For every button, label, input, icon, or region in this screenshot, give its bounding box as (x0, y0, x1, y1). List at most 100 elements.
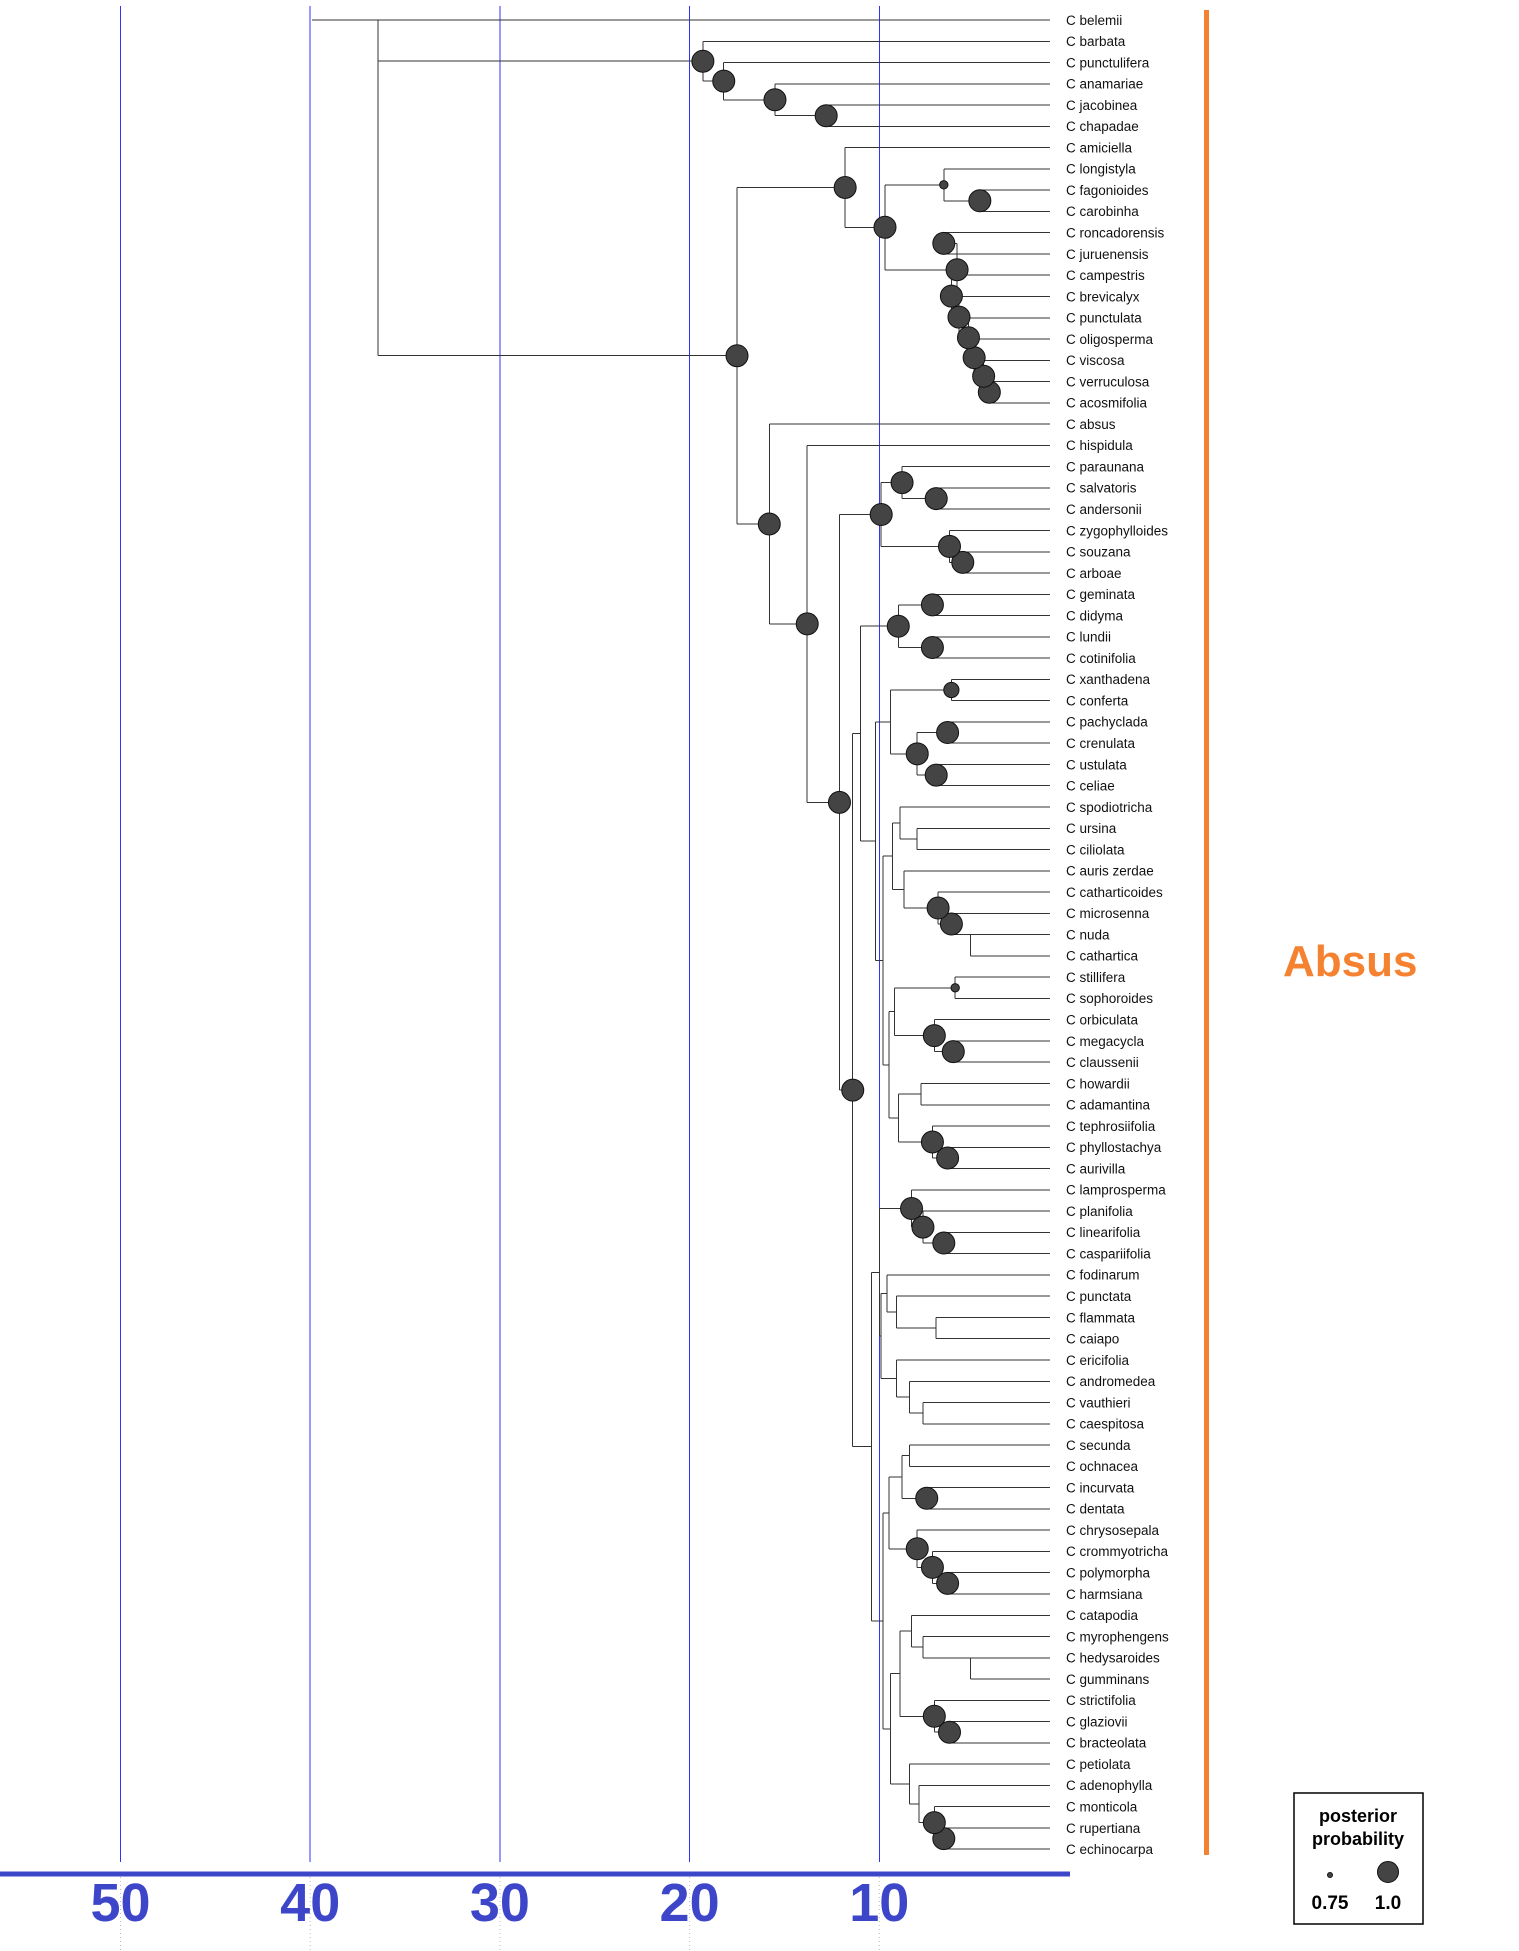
taxon-label: C caspariifolia (1066, 1246, 1151, 1261)
axis-tick-label-20: 20 (660, 1873, 720, 1933)
posterior-node-icon (905, 1537, 929, 1561)
tree-branches (312, 19, 1050, 1850)
posterior-node-icon (945, 258, 969, 282)
taxon-label: C bracteolata (1066, 1736, 1147, 1751)
taxon-label: C ursina (1066, 821, 1117, 836)
legend-small-node-icon (1327, 1872, 1333, 1878)
posterior-node-icon (920, 635, 944, 659)
posterior-node-icon (943, 681, 960, 699)
taxon-label: C hispidula (1066, 438, 1133, 453)
taxon-label: C zygophylloides (1066, 523, 1168, 538)
taxon-label: C campestris (1066, 268, 1145, 283)
taxon-label: C stillifera (1066, 970, 1126, 985)
taxon-label: C nuda (1066, 927, 1110, 942)
taxon-label: C longistyla (1066, 162, 1136, 177)
axis-tick-label-40: 40 (280, 1873, 340, 1933)
posterior-node-icon (932, 231, 956, 255)
taxon-label: C punctulata (1066, 311, 1142, 326)
clade-label: Absus (1283, 937, 1417, 986)
taxon-label: C linearifolia (1066, 1225, 1141, 1240)
taxon-label: C andersonii (1066, 502, 1142, 517)
posterior-node-icon (937, 534, 961, 558)
taxon-label: C adenophylla (1066, 1778, 1153, 1793)
taxon-label: C carobinha (1066, 204, 1139, 219)
posterior-node-icon (920, 593, 944, 617)
legend-title-line2: probability (1312, 1829, 1404, 1849)
posterior-node-icon (814, 104, 838, 128)
posterior-node-icon (922, 1024, 946, 1048)
posterior-node-icon (924, 763, 948, 787)
taxon-label: C microsenna (1066, 906, 1150, 921)
taxon-label: C celiae (1066, 779, 1115, 794)
taxon-label: C spodiotricha (1066, 800, 1153, 815)
taxon-label: C jacobinea (1066, 98, 1138, 113)
taxon-label: C geminata (1066, 587, 1136, 602)
posterior-node-icon (941, 1040, 965, 1064)
taxon-label: C absus (1066, 417, 1116, 432)
taxon-label: C crommyotricha (1066, 1544, 1169, 1559)
posterior-node-icon (911, 1215, 935, 1239)
posterior-node-icon (920, 1130, 944, 1154)
posterior-node-icon (886, 614, 910, 638)
taxon-label: C phyllostachya (1066, 1140, 1162, 1155)
taxon-label: C catharticoides (1066, 885, 1163, 900)
taxon-label: C acosmifolia (1066, 396, 1148, 411)
posterior-node-icon (924, 487, 948, 511)
posterior-node-icon (873, 215, 897, 239)
taxon-label: C punctata (1066, 1289, 1132, 1304)
taxon-label: C ciliolata (1066, 842, 1125, 857)
posterior-node-icon (915, 1486, 939, 1510)
posterior-node-icon (932, 1231, 956, 1255)
time-axis: 50 40 30 20 10 (90, 1873, 909, 1951)
posterior-node-icon (922, 1811, 946, 1835)
taxon-label: C roncadorensis (1066, 226, 1165, 241)
posterior-node-icon (712, 69, 736, 93)
tip-labels: C belemii C barbata C punctulifera C anamar… (1066, 13, 1169, 1857)
axis-tick-label-30: 30 (470, 1873, 530, 1933)
taxon-label: C ochnacea (1066, 1459, 1139, 1474)
taxon-label: C didyma (1066, 608, 1124, 623)
taxon-label: C petiolata (1066, 1757, 1131, 1772)
taxon-label: C punctulifera (1066, 55, 1150, 70)
taxon-label: C viscosa (1066, 353, 1125, 368)
taxon-label: C crenulata (1066, 736, 1136, 751)
taxon-label: C cotinifolia (1066, 651, 1136, 666)
posterior-nodes (691, 49, 1001, 1851)
taxon-label: C glaziovii (1066, 1714, 1128, 1729)
taxon-label: C polymorpha (1066, 1566, 1151, 1581)
taxon-label: C arboae (1066, 566, 1122, 581)
legend-large-node-icon (1377, 1861, 1399, 1883)
posterior-node-icon (939, 284, 963, 308)
posterior-node-icon (763, 88, 787, 112)
axis-tick-label-50: 50 (90, 1873, 150, 1933)
taxon-label: C planifolia (1066, 1204, 1133, 1219)
taxon-label: C ustulata (1066, 757, 1127, 772)
taxon-label: C amiciella (1066, 140, 1133, 155)
taxon-label: C paraunana (1066, 459, 1145, 474)
posterior-node-icon (795, 612, 819, 636)
taxon-label: C flammata (1066, 1310, 1136, 1325)
legend-max-label: 1.0 (1375, 1893, 1401, 1914)
taxon-label: C dentata (1066, 1502, 1125, 1517)
taxon-label: C strictifolia (1066, 1693, 1136, 1708)
taxon-label: C hedysaroides (1066, 1651, 1160, 1666)
taxon-label: C echinocarpa (1066, 1842, 1154, 1857)
taxon-label: C andromedea (1066, 1374, 1156, 1389)
posterior-node-icon (757, 512, 781, 536)
taxon-label: C juruenensis (1066, 247, 1149, 262)
taxon-label: C conferta (1066, 693, 1129, 708)
taxon-label: C tephrosiifolia (1066, 1119, 1156, 1134)
posterior-node-icon (926, 896, 950, 920)
taxon-label: C anamariae (1066, 77, 1143, 92)
posterior-node-icon (956, 326, 980, 350)
posterior-node-icon (972, 364, 996, 388)
legend: posterior probability 0.75 1.0 (1293, 1792, 1424, 1925)
posterior-node-icon (950, 983, 960, 993)
taxon-label: C belemii (1066, 13, 1122, 28)
taxon-label: C oligosperma (1066, 332, 1154, 347)
taxon-label: C aurivilla (1066, 1161, 1126, 1176)
posterior-node-icon (939, 180, 949, 190)
axis-tick-label-10: 10 (849, 1873, 909, 1933)
legend-title-line1: posterior (1319, 1806, 1397, 1826)
posterior-node-icon (869, 503, 893, 527)
